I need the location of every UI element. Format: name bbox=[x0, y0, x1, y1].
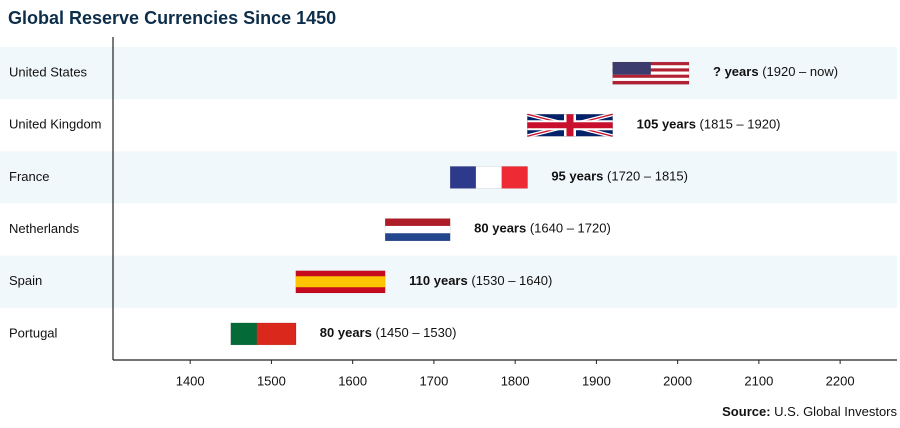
x-tick-label: 1900 bbox=[582, 373, 611, 388]
row-band bbox=[0, 255, 897, 308]
flag-stripe bbox=[243, 322, 258, 345]
x-tick-label: 1700 bbox=[419, 373, 448, 388]
bar-label: 80 years (1640 – 1720) bbox=[474, 221, 611, 236]
bar bbox=[384, 218, 451, 241]
y-tick-label: United States bbox=[9, 65, 88, 80]
range-label: (1720 – 1815) bbox=[607, 169, 688, 184]
bar-label: 110 years (1530 – 1640) bbox=[409, 273, 552, 288]
flag-stripe bbox=[256, 322, 271, 345]
bar bbox=[295, 270, 386, 293]
flag bbox=[526, 112, 614, 139]
bar-label: ? years (1920 – now) bbox=[713, 65, 838, 80]
duration-label: 105 years bbox=[637, 117, 696, 132]
range-label: (1450 – 1530) bbox=[375, 325, 456, 340]
flag-stripe bbox=[475, 166, 502, 189]
flag-stripe bbox=[612, 80, 690, 85]
duration-label: 95 years bbox=[551, 169, 603, 184]
flag bbox=[612, 62, 690, 85]
bar bbox=[612, 61, 690, 85]
row-bands bbox=[0, 47, 897, 308]
flag bbox=[385, 218, 451, 241]
bar bbox=[230, 322, 297, 346]
range-label: (1640 – 1720) bbox=[530, 221, 611, 236]
y-tick-label: France bbox=[9, 169, 49, 184]
duration-label: 80 years bbox=[320, 325, 372, 340]
bar-label: 105 years (1815 – 1920) bbox=[637, 117, 781, 132]
duration-label: 80 years bbox=[474, 221, 526, 236]
range-label: (1530 – 1640) bbox=[471, 273, 552, 288]
source-text: U.S. Global Investors bbox=[774, 404, 897, 419]
flag-stripe bbox=[501, 166, 528, 189]
y-tick-label: Spain bbox=[9, 273, 42, 288]
x-tick-label: 2000 bbox=[663, 373, 692, 388]
flag-stripe bbox=[295, 276, 386, 283]
y-tick-label: United Kingdom bbox=[9, 117, 102, 132]
x-tick-label: 1800 bbox=[501, 373, 530, 388]
chart-title: Global Reserve Currencies Since 1450 bbox=[8, 8, 336, 28]
y-tick-label: Portugal bbox=[9, 325, 58, 340]
x-tick-label: 2200 bbox=[826, 373, 855, 388]
bar bbox=[449, 166, 528, 189]
flag-cross bbox=[527, 122, 613, 129]
flag bbox=[230, 322, 297, 345]
duration-label: ? years bbox=[713, 65, 759, 80]
flag-stripe bbox=[612, 74, 690, 79]
flag-stripe bbox=[385, 225, 451, 234]
flag-stripe bbox=[385, 233, 451, 241]
x-tick-label: 1500 bbox=[257, 373, 286, 388]
flag-stripe bbox=[385, 218, 451, 227]
range-label: (1815 – 1920) bbox=[700, 117, 781, 132]
source-label: Source: bbox=[722, 404, 770, 419]
x-tick-label: 2100 bbox=[744, 373, 773, 388]
bar bbox=[527, 114, 613, 137]
bar-label: 95 years (1720 – 1815) bbox=[551, 169, 688, 184]
x-tick-label: 1600 bbox=[338, 373, 367, 388]
source: Source: U.S. Global Investors bbox=[722, 404, 897, 419]
y-tick-label: Netherlands bbox=[9, 221, 80, 236]
flag-stripe bbox=[230, 322, 245, 345]
duration-label: 110 years bbox=[409, 273, 468, 288]
flag bbox=[295, 270, 386, 294]
flag-stripe bbox=[612, 77, 690, 82]
bar-label: 80 years (1450 – 1530) bbox=[320, 325, 457, 340]
flag-stripe bbox=[295, 287, 386, 294]
row-band bbox=[0, 47, 897, 100]
flag-stripe bbox=[295, 270, 386, 277]
flag-stripe bbox=[282, 322, 297, 345]
flag-stripe bbox=[269, 322, 284, 345]
range-label: (1920 – now) bbox=[762, 65, 838, 80]
row-band bbox=[0, 151, 897, 204]
flag bbox=[450, 166, 528, 189]
flag-canton bbox=[612, 62, 651, 75]
x-tick-label: 1400 bbox=[176, 373, 205, 388]
flag-stripe bbox=[450, 166, 477, 189]
flag-stripe bbox=[295, 281, 386, 288]
